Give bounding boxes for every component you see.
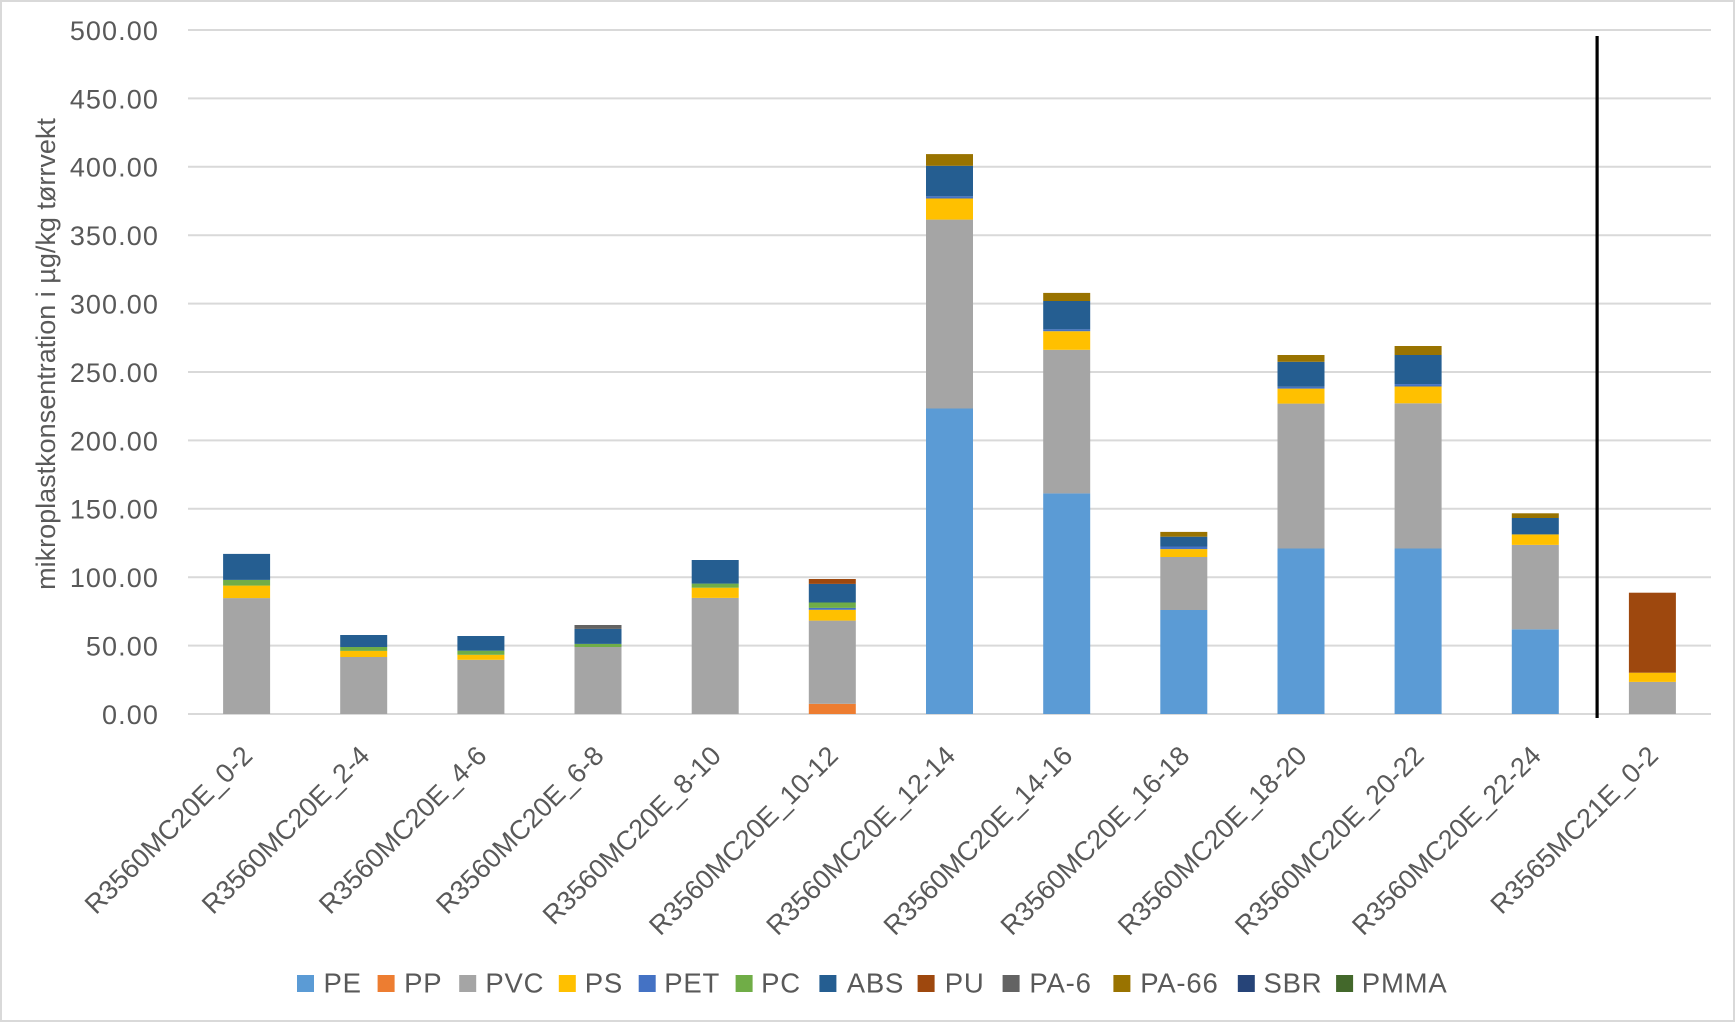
svg-text:150.00: 150.00 bbox=[70, 495, 159, 525]
svg-text:ABS: ABS bbox=[847, 967, 904, 998]
svg-text:PET: PET bbox=[664, 967, 720, 998]
svg-text:300.00: 300.00 bbox=[70, 290, 159, 320]
svg-text:200.00: 200.00 bbox=[70, 426, 159, 456]
svg-text:PVC: PVC bbox=[485, 967, 544, 998]
svg-text:450.00: 450.00 bbox=[70, 84, 159, 114]
svg-text:50.00: 50.00 bbox=[86, 632, 159, 662]
svg-text:mikroplastkonsentration i µg/k: mikroplastkonsentration i µg/kg tørrvekt bbox=[31, 118, 61, 590]
svg-text:350.00: 350.00 bbox=[70, 221, 159, 251]
svg-text:PP: PP bbox=[404, 967, 442, 998]
svg-text:500.00: 500.00 bbox=[70, 16, 159, 46]
svg-text:PC: PC bbox=[761, 967, 801, 998]
svg-text:0.00: 0.00 bbox=[102, 700, 159, 730]
svg-text:250.00: 250.00 bbox=[70, 358, 159, 388]
svg-text:PE: PE bbox=[324, 967, 362, 998]
svg-text:PS: PS bbox=[585, 967, 623, 998]
svg-text:400.00: 400.00 bbox=[70, 153, 159, 183]
svg-text:PU: PU bbox=[945, 967, 985, 998]
svg-text:100.00: 100.00 bbox=[70, 563, 159, 593]
svg-text:PMMA: PMMA bbox=[1362, 967, 1448, 998]
svg-text:PA-6: PA-6 bbox=[1029, 967, 1091, 998]
svg-text:PA-66: PA-66 bbox=[1140, 967, 1218, 998]
svg-text:SBR: SBR bbox=[1264, 967, 1323, 998]
